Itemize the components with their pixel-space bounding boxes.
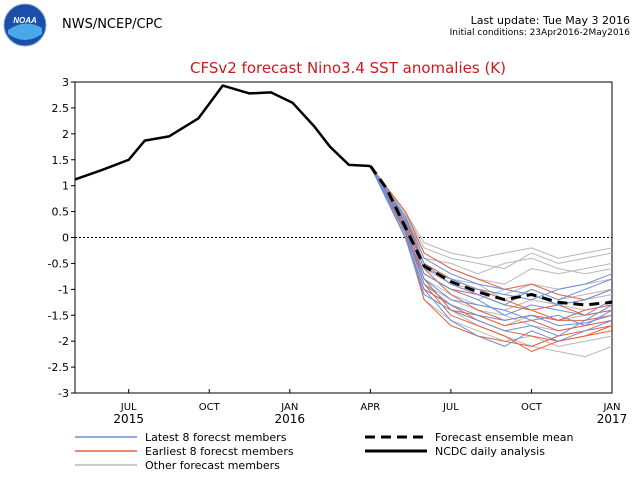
earliest-member-line [370, 165, 613, 301]
earliest-member-line [369, 165, 613, 332]
series-group [74, 84, 613, 358]
y-tick-label: 3 [62, 76, 69, 89]
legend-label-analysis: NCDC daily analysis [435, 445, 545, 458]
other-member-line [370, 165, 613, 259]
x-tick-label: JAN [280, 402, 298, 413]
y-tick-label: 0.5 [52, 206, 70, 219]
x-tick-label: APR [360, 402, 380, 413]
logo-ring [3, 3, 47, 47]
other-member-line [369, 165, 613, 358]
earliest-member-line [369, 165, 613, 347]
legend-label-earliest: Earliest 8 forecst members [145, 445, 294, 458]
initial-conditions-text: Initial conditions: 23Apr2016-2May2016 [449, 28, 630, 38]
latest-member-line [369, 165, 613, 316]
latest-member-line [369, 165, 613, 347]
y-tick-label: 2 [62, 128, 69, 141]
update-info: Last update: Tue May 3 2016 Initial cond… [450, 14, 630, 40]
x-tick-label: JUL [120, 402, 137, 413]
noaa-logo: NOAA [3, 3, 47, 47]
other-member-line [369, 165, 613, 332]
x-tick-year-label: 2016 [275, 412, 306, 426]
other-member-line [370, 165, 613, 270]
y-tick-label: -2 [58, 335, 69, 348]
x-tick-label: JUL [442, 402, 459, 413]
legend-label-mean: Forecast ensemble mean [435, 431, 574, 444]
y-tick-label: 2.5 [52, 102, 70, 115]
ensemble-mean-line [369, 165, 613, 307]
ncdc-analysis-line [74, 84, 371, 181]
y-axis: 3 2.5 2 1.5 1 0.5 0 -0.5 -1 -1.5 -2 -2.5 -3 [48, 76, 75, 400]
legend-label-other: Other forecast members [145, 459, 280, 472]
latest-member-line [369, 165, 613, 306]
x-tick-label: OCT [199, 402, 221, 413]
x-tick-year-label: 2017 [597, 412, 628, 426]
earliest-member-line [369, 165, 613, 316]
other-member-line [369, 165, 613, 275]
latest-member-line [369, 165, 613, 327]
y-tick-label: 1 [62, 180, 69, 193]
chart-title: CFSv2 forecast Nino3.4 SST anomalies (K) [190, 59, 506, 77]
x-tick-label: OCT [521, 402, 543, 413]
y-tick-label: 0 [62, 232, 69, 245]
last-update-text: Last update: Tue May 3 2016 [470, 14, 630, 27]
y-tick-label: 1.5 [52, 154, 70, 167]
logo-wave [8, 23, 42, 40]
agency-label: NWS/NCEP/CPC [62, 17, 163, 32]
logo-text: NOAA [13, 16, 37, 25]
y-tick-label: -0.5 [48, 257, 69, 270]
y-tick-label: -1 [58, 283, 69, 296]
x-tick-year-label: 2015 [113, 412, 144, 426]
x-tick-label: JAN [602, 402, 620, 413]
latest-member-line [369, 165, 613, 337]
y-tick-label: -2.5 [48, 361, 69, 374]
y-tick-label: -1.5 [48, 309, 69, 322]
y-tick-label: -3 [58, 387, 69, 400]
legend-label-latest: Latest 8 forecst members [145, 431, 287, 444]
other-member-line [369, 165, 613, 347]
